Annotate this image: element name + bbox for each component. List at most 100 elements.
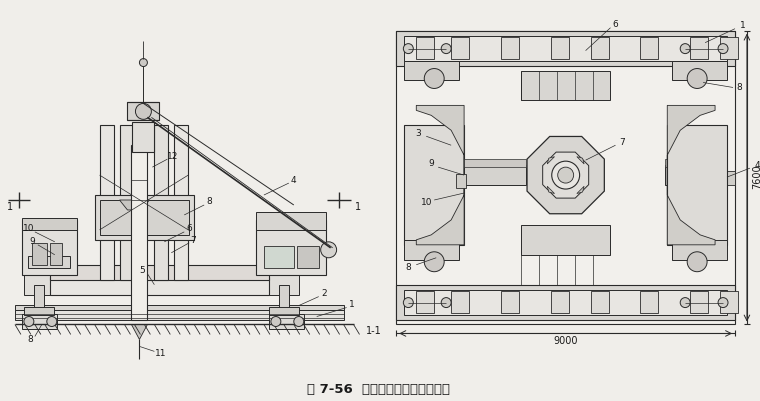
Bar [404,36,727,61]
Polygon shape [543,152,589,198]
Text: 8: 8 [27,335,33,344]
Bar [279,285,289,310]
Circle shape [424,252,444,272]
Text: 6: 6 [186,225,192,233]
Text: 9: 9 [29,237,35,246]
Bar [501,291,519,312]
Polygon shape [577,186,584,194]
Bar [451,291,469,312]
Bar [28,256,70,268]
Polygon shape [667,105,715,175]
Bar [451,36,469,59]
Bar [269,314,304,330]
Circle shape [424,69,444,89]
Text: 1: 1 [355,202,361,212]
Bar [690,291,708,312]
Circle shape [404,298,413,308]
Bar [34,285,44,310]
Bar [404,61,459,81]
Bar [24,307,54,314]
Circle shape [135,103,151,119]
Text: 6: 6 [613,20,619,29]
Bar [404,290,727,314]
Circle shape [680,298,690,308]
Bar [641,36,658,59]
Bar [22,314,57,330]
Text: 7600: 7600 [752,165,760,189]
Bar [673,170,723,200]
Text: 1: 1 [349,300,354,309]
Text: 11: 11 [154,349,166,358]
Bar [50,243,62,265]
Text: 4: 4 [291,176,296,184]
Circle shape [404,44,413,54]
Bar [50,265,269,279]
Bar [132,122,154,152]
Text: 1-1: 1-1 [366,326,382,336]
Bar [464,159,526,167]
Text: 7: 7 [619,138,625,147]
Bar [119,125,134,279]
Text: 图 7-56  全液压式静力压桩机压桩: 图 7-56 全液压式静力压桩机压桩 [307,383,450,396]
Bar [690,36,708,59]
Bar [397,31,735,324]
Bar [100,200,189,235]
Text: 1: 1 [740,21,746,30]
Bar [551,36,568,59]
Bar [15,310,344,320]
Bar [673,240,727,260]
Bar [22,218,77,230]
Text: 4: 4 [754,161,760,170]
Text: 10: 10 [23,225,35,233]
Circle shape [24,316,34,326]
Bar [100,125,113,279]
Bar [501,36,519,59]
Bar [673,61,727,81]
Text: 12: 12 [166,152,178,161]
Bar [665,165,727,185]
Bar [665,159,727,167]
Bar [725,171,735,185]
Circle shape [680,44,690,54]
Polygon shape [131,324,147,339]
Bar [264,246,294,268]
Circle shape [271,316,281,326]
Polygon shape [547,186,555,194]
Bar [15,305,344,310]
Text: 2: 2 [321,289,328,298]
Bar [404,125,464,245]
Bar [22,220,77,275]
Text: 5: 5 [140,266,145,275]
Bar [397,31,735,65]
Text: 8: 8 [736,83,742,92]
Bar [551,291,568,312]
Text: 7: 7 [190,236,196,245]
Circle shape [139,59,147,67]
Polygon shape [416,175,464,245]
Polygon shape [416,105,464,175]
Polygon shape [667,175,715,245]
Bar [174,125,188,279]
Bar [297,246,318,268]
Bar [521,225,610,255]
Bar [154,125,168,279]
Text: 9000: 9000 [553,336,578,346]
Circle shape [687,252,707,272]
Bar [269,307,299,314]
Bar [641,291,658,312]
Circle shape [47,316,57,326]
Bar [131,145,147,320]
Text: 8: 8 [405,263,411,272]
Bar [256,212,326,230]
Bar [256,220,326,275]
Text: 10: 10 [420,198,432,207]
Polygon shape [577,157,584,164]
Bar [456,174,466,188]
Bar [591,291,609,312]
Circle shape [442,44,451,54]
Bar [416,291,434,312]
Circle shape [442,298,451,308]
Circle shape [294,316,304,326]
Bar [667,125,727,245]
Bar [397,285,735,320]
